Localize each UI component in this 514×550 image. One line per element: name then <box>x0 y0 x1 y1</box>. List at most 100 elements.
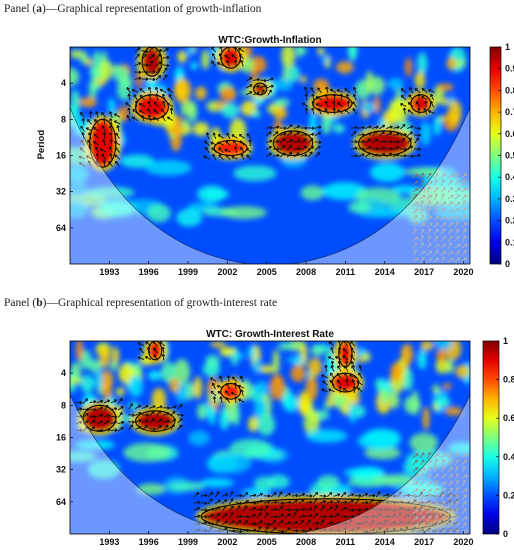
phase-arrow <box>326 86 329 94</box>
phase-arrow-head <box>429 488 433 492</box>
phase-arrow <box>267 85 274 89</box>
phase-arrow-head <box>113 120 117 124</box>
phase-arrow-head <box>450 516 454 520</box>
significance-contour <box>213 139 248 157</box>
phase-arrow <box>349 374 356 379</box>
phase-arrow-head <box>309 514 313 518</box>
phase-arrow <box>447 480 453 487</box>
phase-arrow <box>103 415 111 418</box>
texture-blob <box>213 453 251 474</box>
phase-arrow-head <box>166 102 170 106</box>
phase-arrow <box>433 480 438 487</box>
phase-arrow <box>396 512 402 519</box>
phase-arrow-head <box>396 132 400 136</box>
phase-arrow-head <box>105 404 109 408</box>
phase-arrow-head <box>362 140 365 144</box>
phase-arrow-head <box>249 77 253 81</box>
phase-arrow <box>440 243 447 249</box>
phase-arrow-head <box>138 62 142 66</box>
x-tick-label: 2005 <box>257 537 277 547</box>
phase-arrow-head <box>79 400 83 405</box>
phase-arrow <box>219 53 223 60</box>
phase-arrow-head <box>337 528 341 533</box>
phase-arrow-head <box>169 107 174 111</box>
phase-arrow-head <box>407 514 411 518</box>
phase-arrow <box>454 473 459 480</box>
phase-arrow-head <box>456 172 460 176</box>
phase-arrow <box>166 103 174 107</box>
phase-arrow <box>162 64 170 67</box>
phase-arrow-head <box>261 89 265 93</box>
phase-arrow <box>79 162 86 167</box>
phase-arrow <box>291 512 297 519</box>
phase-arrow-head <box>267 522 271 526</box>
phase-arrow-head <box>415 257 419 261</box>
phase-arrow-head <box>217 513 221 517</box>
phase-arrow-head <box>420 472 424 476</box>
phase-arrow <box>82 426 88 432</box>
phase-arrow-head <box>256 77 260 82</box>
phase-arrow <box>133 94 138 101</box>
coherence-field <box>70 47 470 264</box>
phase-arrow <box>434 465 438 473</box>
phase-arrow-head <box>127 107 131 111</box>
texture-blob <box>417 52 428 76</box>
phase-arrow <box>232 376 238 382</box>
phase-arrow <box>128 107 131 115</box>
phase-arrow-head <box>358 365 362 369</box>
phase-arrow <box>412 501 417 508</box>
phase-arrow-head <box>442 236 446 240</box>
phase-arrow <box>114 120 121 125</box>
phase-arrow-head <box>179 424 183 428</box>
phase-arrow-head <box>442 529 446 533</box>
phase-arrow <box>423 107 427 115</box>
phase-arrow-head <box>415 453 419 457</box>
phase-arrow-head <box>100 428 104 433</box>
phase-arrow-head <box>442 515 446 519</box>
phase-arrow-head <box>352 333 355 336</box>
phase-arrow-head <box>145 63 149 67</box>
phase-arrow <box>325 94 329 101</box>
phase-arrow-head <box>304 93 308 97</box>
texture-blob <box>269 374 286 401</box>
coherence-region <box>357 129 412 157</box>
phase-arrow-head <box>88 132 92 136</box>
phase-arrow-head <box>344 108 348 113</box>
phase-arrow-head <box>219 396 223 400</box>
coherence-region <box>134 409 176 433</box>
phase-arrow <box>132 116 139 121</box>
texture-blob <box>446 57 457 71</box>
phase-arrow <box>148 78 156 81</box>
phase-arrow-head <box>209 526 213 530</box>
phase-arrow <box>461 179 466 186</box>
x-tick-label: 1999 <box>178 537 198 547</box>
phase-arrow-head <box>204 514 208 519</box>
phase-arrow <box>131 89 139 93</box>
phase-arrow <box>461 488 468 493</box>
phase-arrow-head <box>428 172 432 176</box>
phase-arrow <box>337 379 342 386</box>
phase-arrow-head <box>217 62 221 66</box>
phase-arrow-head <box>225 154 229 158</box>
phase-arrow-head <box>317 145 321 149</box>
phase-arrow-head <box>343 491 347 496</box>
phase-arrow <box>417 505 423 512</box>
phase-arrow <box>96 160 99 167</box>
phase-arrow-head <box>216 491 220 495</box>
phase-arrow <box>279 138 286 144</box>
phase-arrow-head <box>456 215 460 219</box>
phase-arrow-head <box>253 506 257 511</box>
phase-arrow <box>454 452 460 459</box>
phase-arrow-head <box>129 403 133 407</box>
phase-arrow-head <box>389 152 393 156</box>
phase-arrow-head <box>352 93 357 97</box>
texture-blob <box>307 357 323 377</box>
phase-arrow <box>379 131 385 137</box>
phase-arrow <box>80 112 85 118</box>
phase-arrow-head <box>238 133 242 138</box>
phase-arrow <box>260 84 267 89</box>
phase-arrow <box>454 187 461 193</box>
phase-arrow <box>419 508 425 515</box>
phase-arrow <box>270 519 276 526</box>
phase-arrow <box>284 527 291 533</box>
